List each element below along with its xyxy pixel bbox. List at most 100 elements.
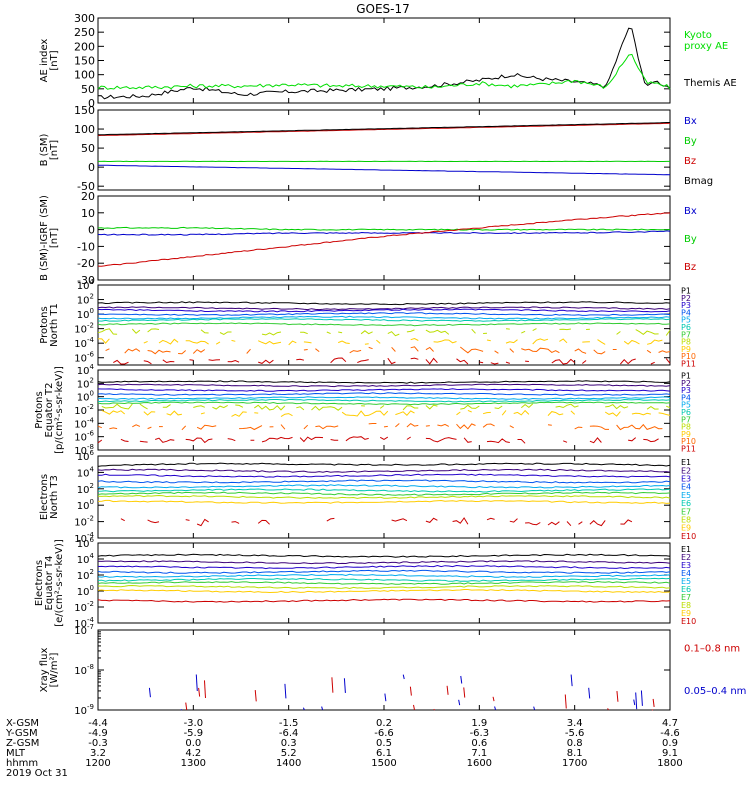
series-line-p9 — [143, 340, 148, 344]
time-axis-row-label: hhmm — [6, 758, 38, 769]
y-tick-label: 150 — [74, 55, 95, 68]
series-line-p11 — [261, 436, 293, 443]
series-line-p6 — [97, 318, 671, 322]
series-line-p8 — [460, 404, 480, 410]
series-line-p9 — [376, 339, 381, 344]
series-line-e10 — [486, 517, 495, 521]
series-line-p7 — [97, 401, 671, 406]
series-line-e7 — [97, 491, 671, 496]
series-line-p11 — [486, 438, 510, 444]
legend-entry: P2 — [681, 294, 691, 303]
time-axis-value: 7.1 — [471, 748, 487, 759]
legend-entry: proxy AE — [684, 41, 728, 52]
series-line-e8 — [97, 494, 671, 499]
series-line-p11 — [410, 357, 419, 360]
series-line-p11 — [330, 357, 347, 364]
date-label: 2019 Oct 31 — [6, 768, 68, 779]
legend-entry: P11 — [681, 359, 696, 368]
series-line-p9 — [143, 411, 156, 416]
series-line-p11 — [357, 359, 369, 364]
series-line-p10 — [574, 426, 583, 430]
series-line-e1 — [97, 553, 671, 558]
series-line-p5 — [97, 396, 671, 400]
series-line-p8 — [296, 406, 305, 411]
series-line-p9 — [570, 410, 576, 415]
series-line-p8 — [219, 331, 232, 335]
time-axis-value: 0.2 — [376, 718, 392, 729]
legend-entry: E3 — [681, 475, 691, 484]
xray-mark — [284, 683, 287, 699]
series-line-p11 — [650, 361, 655, 365]
time-axis-row-label: X-GSM — [6, 718, 39, 729]
xray-mark — [195, 674, 198, 692]
y-tick-label: 100 — [74, 123, 95, 136]
series-line-p9 — [604, 411, 621, 417]
legend-entry: E10 — [681, 532, 696, 541]
xray-mark — [458, 699, 461, 706]
series-line-p11 — [628, 437, 637, 442]
series-line-p9 — [185, 340, 209, 345]
legend-entry: P5 — [681, 316, 691, 325]
y-axis-label: [p/(cm²-s-sr-keV)] — [54, 366, 65, 454]
xray-mark — [633, 699, 636, 706]
series-line-p9 — [486, 339, 491, 342]
y-tick-label: -50 — [77, 180, 95, 193]
series-line-p11 — [113, 359, 129, 365]
series-line-p11 — [185, 437, 213, 444]
series-line-e10 — [257, 519, 270, 525]
series-line-e4 — [97, 479, 671, 484]
panel-2: 150 100 50 0 -50 B (SM) [nT] Bx By Bz Bmag — [39, 104, 713, 193]
xray-mark — [635, 692, 638, 710]
series-line-p9 — [623, 339, 640, 345]
time-axis-value: -5.9 — [184, 728, 204, 739]
series-line-p10 — [97, 425, 102, 429]
series-line-p10 — [147, 426, 152, 430]
series-line-p10 — [456, 423, 476, 430]
series-line-p10 — [425, 425, 430, 427]
series-line-p2 — [97, 383, 671, 388]
series-line-p11 — [425, 437, 457, 443]
series-line-p8 — [360, 330, 373, 335]
y-tick-label: -30 — [77, 274, 95, 287]
xray-mark — [402, 674, 405, 680]
y-axis-label: B (SM) — [39, 133, 50, 166]
xray-mark — [384, 693, 387, 702]
series-line-p11 — [463, 437, 472, 443]
series-line-p6 — [98, 398, 671, 403]
xray-mark — [616, 691, 619, 702]
series-line-p10 — [574, 348, 587, 354]
xray-mark — [588, 687, 591, 699]
series-line-themis-ae — [97, 27, 671, 100]
y-tick-label: -10 — [77, 240, 95, 253]
series-line-e10 — [589, 520, 606, 527]
series-line-e7 — [97, 580, 671, 585]
y-tick-label: 50 — [81, 142, 95, 155]
y-axis-label: AE index — [39, 39, 50, 83]
series-line-p11 — [189, 359, 194, 361]
series-line-p10 — [303, 349, 308, 351]
y-axis-label: [nT] — [49, 228, 60, 248]
legend-entry: P4 — [681, 308, 691, 317]
time-axis-value: 1200 — [85, 758, 110, 769]
time-axis-value: 0.0 — [185, 738, 201, 749]
series-line-p9 — [559, 338, 568, 344]
series-line-e10 — [391, 518, 408, 522]
xray-mark — [607, 708, 609, 711]
series-line-p9 — [410, 337, 419, 341]
legend-entry: Themis AE — [683, 78, 737, 89]
xray-mark — [564, 694, 567, 709]
series-line-p11 — [379, 436, 389, 440]
legend-entry: P6 — [681, 323, 691, 332]
series-line-p8 — [520, 403, 534, 409]
series-line-e3 — [97, 564, 671, 570]
series-line-p10 — [181, 425, 187, 431]
series-line-p9 — [200, 412, 205, 415]
series-line-p9 — [303, 341, 312, 344]
series-line-p9 — [166, 410, 182, 416]
series-line-p10 — [589, 425, 609, 430]
legend-entry: P7 — [681, 415, 691, 424]
y-axis-label: Electrons — [34, 560, 45, 606]
legend-entry: 0.05–0.4 nm — [684, 686, 746, 697]
legend-entry: P7 — [681, 330, 691, 339]
time-axis-value: 0.9 — [662, 738, 678, 749]
